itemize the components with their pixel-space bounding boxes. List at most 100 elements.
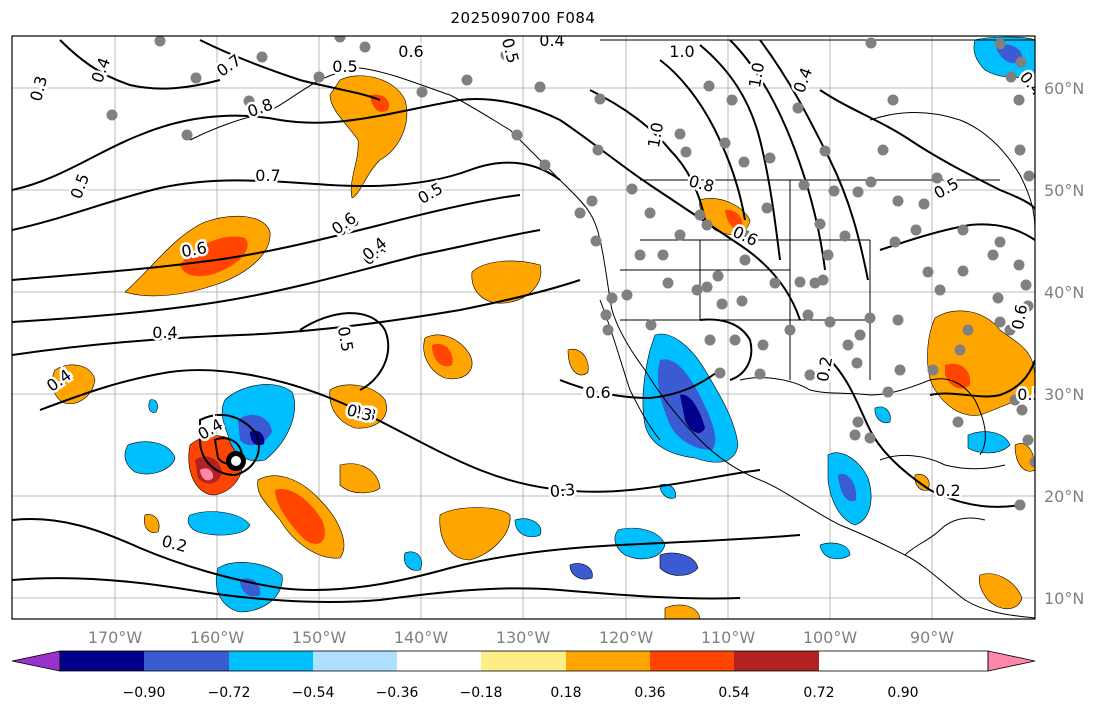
station-dot xyxy=(814,218,826,230)
station-dot xyxy=(600,309,612,321)
station-dot xyxy=(703,80,715,92)
colorbar-segment xyxy=(313,651,397,671)
station-dot xyxy=(987,249,999,261)
station-dot xyxy=(539,159,551,171)
colorbar-segment xyxy=(734,651,819,671)
colorbar-tick-label: −0.54 xyxy=(292,685,335,701)
station-dot xyxy=(359,41,371,53)
lat-tick: 40°N xyxy=(1044,283,1084,302)
station-dot xyxy=(739,229,751,241)
contours xyxy=(12,39,1035,603)
station-dot xyxy=(954,344,966,356)
station-dot xyxy=(738,156,750,168)
station-dot xyxy=(1005,71,1017,83)
station-dot xyxy=(918,198,930,210)
colorbar-segment xyxy=(60,651,144,671)
station-dot xyxy=(680,146,692,158)
contour-label: 0.6 xyxy=(583,384,608,403)
station-dot xyxy=(992,292,1004,304)
contour-label-halo: 0.4 xyxy=(152,323,177,342)
lon-tick: 110°W xyxy=(701,628,756,647)
station-dot xyxy=(804,369,816,381)
colorbar-max-extend xyxy=(987,650,1036,672)
station-dot xyxy=(691,284,703,296)
station-dot xyxy=(256,51,268,63)
station-dot xyxy=(592,144,604,156)
contour-label-halo: 0.7 xyxy=(255,166,280,185)
colorbar-segments xyxy=(60,651,819,671)
colorbar-tick-label: 0.90 xyxy=(887,685,918,701)
colorbar-segment xyxy=(566,651,650,671)
contour-label: 0.6 xyxy=(1008,303,1031,331)
station-dots xyxy=(106,36,1035,511)
station-dot xyxy=(817,274,829,286)
colorbar-tick-label: 0.18 xyxy=(550,685,581,701)
station-dot xyxy=(794,276,806,288)
contour-label: 0.8 xyxy=(687,171,717,196)
station-dot xyxy=(590,235,602,247)
contour-label: 1.0 xyxy=(669,42,694,61)
station-dot xyxy=(729,334,741,346)
station-dot xyxy=(190,72,202,84)
map-content: 0.30.30.40.4 0.70.70.80.80.50.50.60.60.50… xyxy=(12,31,1035,619)
station-dot xyxy=(910,224,922,236)
station-dot xyxy=(606,292,618,304)
anomaly-fills xyxy=(52,36,1035,619)
station-dot xyxy=(1013,94,1025,106)
station-dot xyxy=(962,324,974,336)
station-dot xyxy=(243,95,255,107)
station-dot xyxy=(736,295,748,307)
station-dot xyxy=(864,312,876,324)
station-dot xyxy=(657,249,669,261)
station-dot xyxy=(716,298,728,310)
station-dot xyxy=(889,236,901,248)
lon-tick: 160°W xyxy=(190,628,245,647)
station-dot xyxy=(865,176,877,188)
contour-label: 0.5 xyxy=(498,36,523,66)
station-dot xyxy=(416,86,428,98)
station-dot xyxy=(839,230,851,242)
station-dot xyxy=(877,144,889,156)
contour-label: 0.4 xyxy=(539,31,564,50)
station-dot xyxy=(892,314,904,326)
station-dot xyxy=(714,367,726,379)
colorbar-tick-label: −0.18 xyxy=(460,685,503,701)
lat-tick: 10°N xyxy=(1044,589,1084,608)
station-dot xyxy=(952,416,964,428)
station-dot xyxy=(769,277,781,289)
station-dot xyxy=(842,339,854,351)
colorbar-segment xyxy=(144,651,229,671)
longitude-ticks: 170°W 160°W 150°W 140°W 130°W 120°W 110°… xyxy=(88,628,954,647)
contour-label-halo: 0.5 xyxy=(332,57,357,76)
station-dot xyxy=(802,309,814,321)
contour-label: 1.0 xyxy=(745,61,768,89)
contour-label: 0.6 xyxy=(180,238,208,261)
station-dot xyxy=(994,316,1006,328)
lat-tick: 30°N xyxy=(1044,385,1084,404)
colorbar-segment xyxy=(650,651,734,671)
contour-label: 0.5 xyxy=(67,171,94,201)
station-dot xyxy=(313,71,325,83)
station-dot xyxy=(957,224,969,236)
station-dot xyxy=(1022,434,1034,446)
station-dot xyxy=(822,249,834,261)
station-dot xyxy=(882,386,894,398)
lon-tick: 90°W xyxy=(910,628,954,647)
contour-label: 1.0 xyxy=(644,121,667,149)
station-dot xyxy=(662,277,674,289)
station-dot xyxy=(1023,170,1035,182)
station-dot xyxy=(994,38,1006,50)
station-dot xyxy=(534,81,546,93)
station-dot xyxy=(674,128,686,140)
station-dot xyxy=(701,219,713,231)
lat-tick: 60°N xyxy=(1044,79,1084,98)
station-dot xyxy=(892,195,904,207)
station-dot xyxy=(634,249,646,261)
station-dot xyxy=(894,364,906,376)
station-dot xyxy=(1014,499,1026,511)
contour-label-halo: 0.6 xyxy=(585,383,610,402)
station-dot xyxy=(851,357,863,369)
station-dot xyxy=(739,254,751,266)
station-dot xyxy=(1020,279,1032,291)
station-dot xyxy=(461,74,473,86)
